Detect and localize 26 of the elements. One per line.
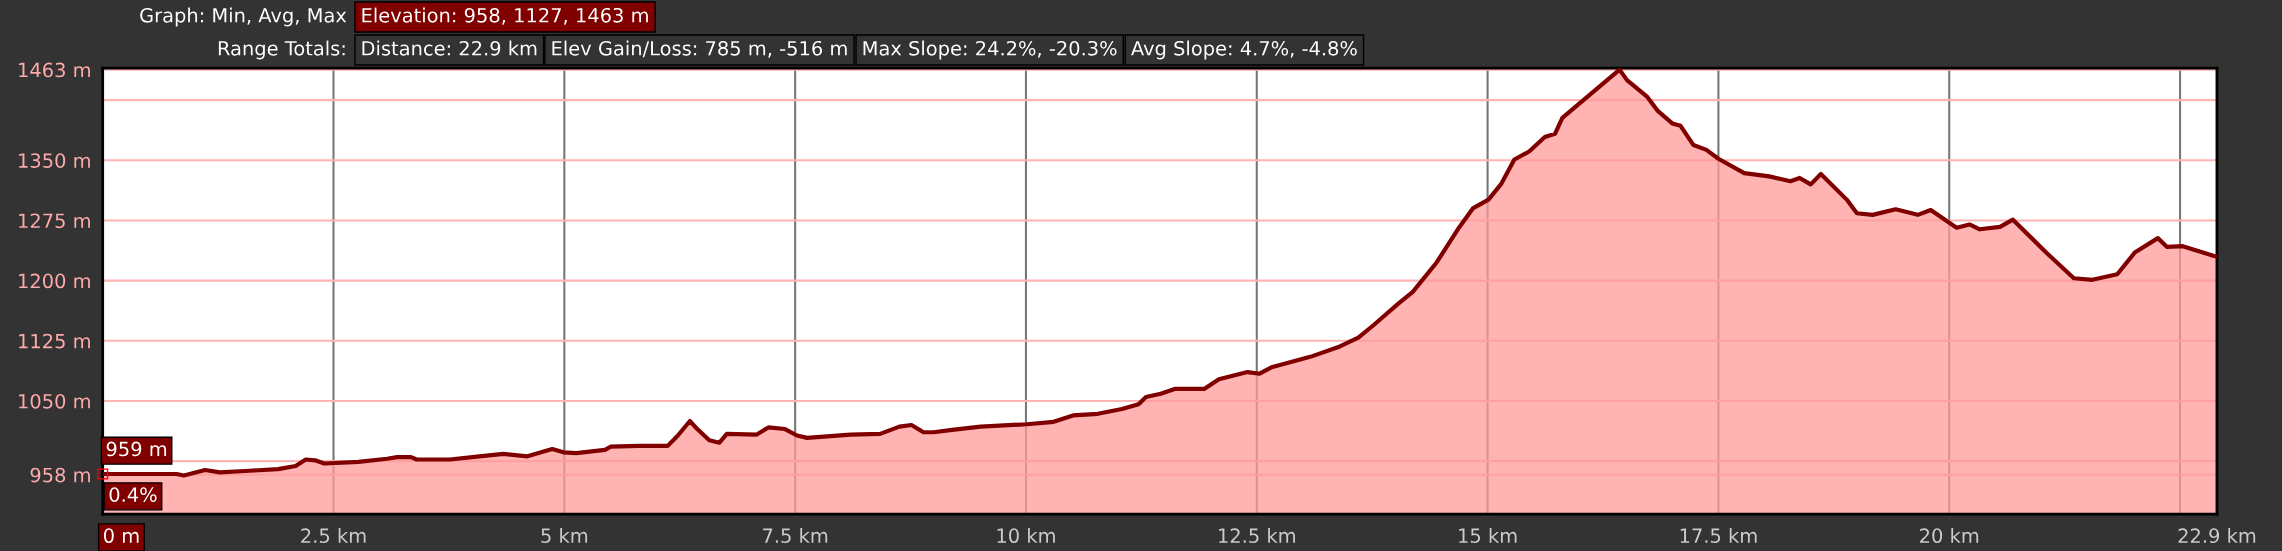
y-tick-label: 1350 m [19, 153, 90, 168]
annotation: 0.4% [109, 487, 157, 502]
y-tick-label: 958 m [30, 467, 90, 483]
text: Max Slope: 24.2%, -20.3% [863, 40, 1117, 60]
x-tick-label: 7.5 km [763, 527, 828, 544]
chart-title: Graph: Min, Avg, Max [140, 7, 347, 27]
y-tick-label: 1125 m [19, 333, 90, 349]
x-tick-label: 15 km [1459, 527, 1517, 544]
chart-subtitle: Range Totals: [218, 40, 345, 60]
text: Avg Slope: 4.7%, -4.8% [1131, 40, 1357, 60]
text: Elev Gain/Loss: 785 m, -516 m [552, 40, 847, 58]
text: Distance: 22.9 km [362, 40, 537, 56]
x-tick-label: 22.9 km [2178, 527, 2256, 544]
x-tick-label: 10 km [997, 527, 1055, 544]
x-tick-label: 5 km [541, 527, 588, 544]
x-tick-label: 0 m [103, 528, 139, 544]
y-tick-label: 1050 m [19, 393, 90, 409]
y-tick-label: 1463 m [19, 62, 90, 78]
x-tick-label: 20 km [1920, 527, 1979, 544]
text: Elevation: 958, 1127, 1463 m [362, 7, 648, 25]
x-tick-label: 2.5 km [301, 527, 366, 544]
x-tick-label: 12.5 km [1219, 527, 1295, 544]
y-tick-label: 1200 m [19, 273, 90, 289]
x-tick-label: 17.5 km [1680, 527, 1757, 544]
annotation: 959 m [106, 441, 167, 457]
y-tick-label: 1275 m [19, 213, 90, 229]
